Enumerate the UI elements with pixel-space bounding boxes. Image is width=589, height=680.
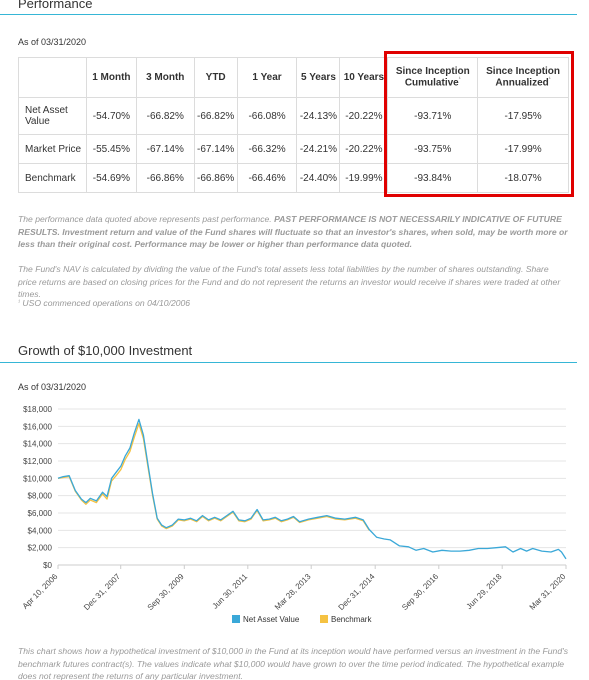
y-tick-label: $6,000 [28, 509, 53, 518]
y-tick-label: $2,000 [28, 544, 53, 553]
header-since-inception-cumulative: Since Inception Cumulative¹ [387, 57, 479, 98]
table-row: Net Asset Value -54.70% -66.82% -66.82% … [18, 97, 569, 135]
header-1-month: 1 Month [85, 57, 137, 98]
performance-title: Performance [18, 0, 93, 11]
cell-value: -54.70% [85, 97, 137, 135]
cell-value: -93.71% [387, 97, 479, 135]
footnote-text: USO commenced operations on 04/10/2006 [22, 298, 191, 308]
growth-chart: $0 $2,000 $4,000 $6,000 $8,000 $10,000 $12,000… [21, 405, 568, 624]
y-tick-label: $8,000 [28, 492, 53, 501]
cell-value: -24.13% [296, 97, 341, 135]
performance-as-of: As of 03/31/2020 [18, 37, 87, 47]
cell-value: -55.45% [85, 134, 137, 164]
x-tick-label: Sep 30, 2009 [146, 572, 186, 612]
row-label: Market Price [18, 134, 87, 164]
cell-value: -66.82% [193, 97, 238, 135]
header-since-inception-annualized: Since Inception Annualized¹ [477, 57, 569, 98]
cell-value: -66.08% [236, 97, 298, 135]
x-tick-label: Jun 29, 2018 [465, 572, 504, 611]
x-tick-label: Sep 30, 2016 [400, 572, 440, 612]
row-label: Benchmark [18, 163, 87, 193]
x-tick-label: Dec 31, 2007 [82, 572, 122, 612]
cell-value: -66.46% [236, 163, 298, 193]
header-3-month: 3 Month [135, 57, 195, 98]
x-tick-label: Apr 10, 2006 [21, 572, 60, 611]
cell-value: -67.14% [135, 134, 195, 164]
cell-value: -19.99% [339, 163, 389, 193]
y-tick-label: $16,000 [23, 422, 52, 431]
legend-label: Net Asset Value [243, 615, 300, 624]
cell-value: -66.86% [135, 163, 195, 193]
cell-value: -54.69% [85, 163, 137, 193]
performance-disclaimer: The performance data quoted above repres… [18, 213, 568, 251]
header-10-years: 10 Years [339, 57, 389, 98]
footnote-mark: ¹ [18, 300, 20, 306]
series-line-benchmark [57, 423, 370, 531]
y-tick-label: $0 [43, 561, 52, 570]
row-label: Net Asset Value [18, 97, 87, 135]
disclaimer-bold: PAST PERFORMANCE IS NOT NECESSARILY INDI… [18, 214, 568, 250]
header-5-years: 5 Years [296, 57, 341, 98]
x-tick-label: Jun 30, 2011 [211, 572, 250, 611]
cell-value: -66.82% [135, 97, 195, 135]
header-ytd: YTD [193, 57, 238, 98]
header-1-year: 1 Year [236, 57, 298, 98]
series-line-net-asset-value [57, 418, 567, 560]
growth-divider [0, 362, 577, 363]
growth-title: Growth of $10,000 Investment [18, 343, 193, 358]
cell-value: -24.40% [296, 163, 341, 193]
cell-value: -66.86% [193, 163, 238, 193]
cell-value: -20.22% [339, 134, 389, 164]
performance-divider [0, 14, 577, 15]
nav-disclaimer: The Fund's NAV is calculated by dividing… [18, 264, 561, 300]
footnote-mark: ¹ [548, 77, 551, 84]
y-tick-label: $4,000 [28, 526, 53, 535]
y-tick-label: $12,000 [23, 457, 52, 466]
x-tick-label: Mar 28, 2013 [273, 572, 313, 612]
cell-value: -24.21% [296, 134, 341, 164]
cell-value: -20.22% [339, 97, 389, 135]
growth-caption: This chart shows how a hypothetical inve… [18, 646, 569, 680]
y-tick-label: $14,000 [23, 440, 52, 449]
cell-value: -66.32% [236, 134, 298, 164]
disclaimer-plain: The performance data quoted above repres… [18, 214, 275, 224]
cell-value: -18.07% [477, 163, 569, 193]
since-ann-label: Since Inception Annualized [486, 66, 561, 89]
table-row: Benchmark -54.69% -66.86% -66.86% -66.46… [18, 163, 569, 193]
y-tick-label: $18,000 [23, 405, 52, 414]
growth-as-of: As of 03/31/2020 [18, 382, 87, 392]
since-inception-highlight-box [384, 51, 574, 197]
since-cum-label: Since Inception Cumulative [395, 66, 470, 89]
inception-footnote: ¹ USO commenced operations on 04/10/2006 [18, 297, 568, 310]
legend-swatch [320, 615, 328, 623]
table-row: Market Price -55.45% -67.14% -67.14% -66… [18, 134, 569, 164]
cell-value: -17.99% [477, 134, 569, 164]
x-tick-label: Dec 31, 2014 [337, 572, 377, 612]
footnote-mark: ¹ [458, 77, 461, 84]
x-tick-label: Mar 31, 2020 [528, 572, 568, 612]
header-blank [18, 57, 87, 98]
cell-value: -67.14% [193, 134, 238, 164]
y-tick-label: $10,000 [23, 474, 52, 483]
performance-table: 1 Month 3 Month YTD 1 Year 5 Years 10 Ye… [18, 57, 569, 193]
legend-label: Benchmark [331, 615, 372, 624]
legend-swatch [232, 615, 240, 623]
performance-header-row: 1 Month 3 Month YTD 1 Year 5 Years 10 Ye… [18, 57, 569, 98]
